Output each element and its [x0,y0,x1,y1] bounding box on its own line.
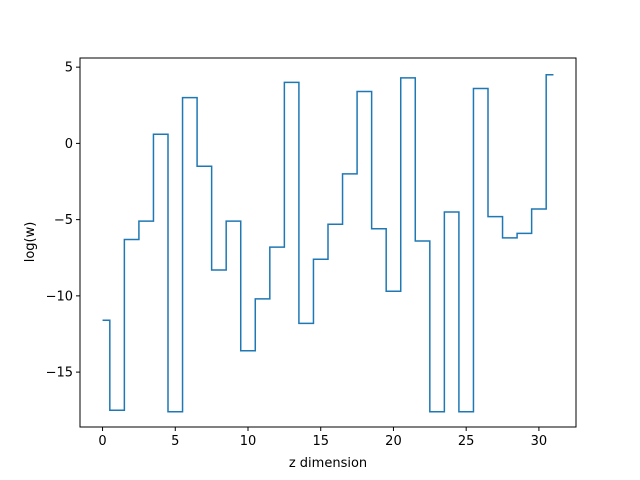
x-tick-label: 10 [240,434,257,449]
x-tick-label: 5 [171,434,179,449]
x-axis: 0 5 10 15 20 25 30 [98,427,547,449]
y-axis-label: log(w) [23,222,38,263]
x-tick-label: 30 [531,434,548,449]
y-tick-label: −15 [46,366,73,381]
x-tick-label: 25 [458,434,475,449]
x-tick-label: 0 [98,434,106,449]
y-tick-label: −10 [46,289,73,304]
y-axis: 5 0 −5 −10 −15 [46,61,80,381]
y-tick-label: −5 [54,213,73,228]
x-tick-label: 20 [385,434,402,449]
plot-frame [79,57,577,428]
x-tick-label: 15 [312,434,329,449]
series-line-0 [102,74,554,413]
series-layer [102,74,554,413]
y-tick-label: 5 [65,61,73,76]
y-tick-label: 0 [65,137,73,152]
x-axis-label: z dimension [289,456,367,471]
